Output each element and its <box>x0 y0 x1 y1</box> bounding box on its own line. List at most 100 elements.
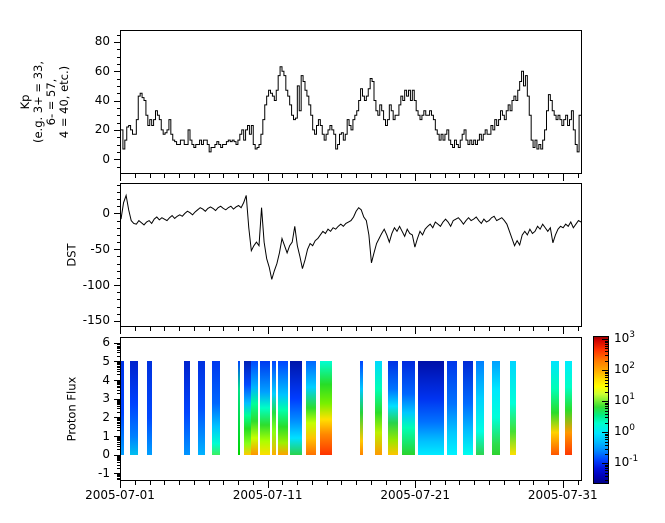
y-tick-label: 0 <box>102 447 110 462</box>
y-minor-tick <box>117 79 120 80</box>
y-minor-tick <box>117 418 120 419</box>
proton-flux-stripe <box>290 361 303 455</box>
x-minor-tick <box>578 174 579 178</box>
x-minor-tick <box>223 174 224 178</box>
x-major-tick <box>415 174 416 181</box>
y-tick-label: 0 <box>102 205 110 220</box>
x-minor-tick <box>356 481 357 485</box>
y-minor-tick <box>117 449 120 450</box>
y-minor-tick <box>117 412 120 413</box>
y-minor-tick <box>117 64 120 65</box>
x-minor-tick <box>578 327 579 331</box>
x-minor-tick <box>533 174 534 178</box>
y-minor-tick <box>117 419 120 420</box>
colorbar-tick-label: 101 <box>614 392 636 408</box>
kp-panel <box>120 30 582 174</box>
y-major-tick <box>114 343 120 344</box>
colorbar-minor-tick <box>605 355 609 356</box>
proton-flux-stripe <box>374 361 382 455</box>
x-minor-tick <box>519 174 520 178</box>
colorbar-minor-tick <box>605 372 609 373</box>
y-minor-tick <box>117 199 120 200</box>
x-minor-tick <box>327 481 328 485</box>
x-minor-tick <box>430 174 431 178</box>
colorbar-minor-tick <box>605 442 609 443</box>
y-minor-tick <box>117 348 120 349</box>
y-minor-tick <box>117 167 120 168</box>
proton-flux-stripe <box>462 361 473 455</box>
colorbar-tick-label: 10-1 <box>614 454 639 470</box>
colorbar-minor-tick <box>605 454 609 455</box>
y-minor-tick <box>117 393 120 394</box>
x-minor-tick <box>459 327 460 331</box>
x-minor-tick <box>504 174 505 178</box>
x-minor-tick <box>282 481 283 485</box>
x-minor-tick <box>371 481 372 485</box>
y-minor-tick <box>117 271 120 272</box>
y-tick-label: 6 <box>102 335 110 350</box>
y-minor-tick <box>117 278 120 279</box>
x-minor-tick <box>150 481 151 485</box>
y-minor-tick <box>117 479 120 480</box>
x-minor-tick <box>209 481 210 485</box>
colorbar-minor-tick <box>605 386 609 387</box>
x-major-tick <box>563 327 564 334</box>
colorbar-minor-tick <box>605 435 609 436</box>
y-minor-tick <box>117 475 120 476</box>
y-minor-tick <box>117 440 120 441</box>
x-minor-tick <box>135 174 136 178</box>
colorbar-major-tick <box>602 339 609 340</box>
colorbar-tick-label: 100 <box>614 423 636 439</box>
x-minor-tick <box>519 481 520 485</box>
x-minor-tick <box>194 481 195 485</box>
colorbar-minor-tick <box>605 344 609 345</box>
colorbar-minor-tick <box>605 377 609 378</box>
colorbar-minor-tick <box>605 439 609 440</box>
colorbar <box>593 336 609 484</box>
x-minor-tick <box>386 481 387 485</box>
y-minor-tick <box>117 347 120 348</box>
colorbar-minor-tick <box>605 373 609 374</box>
y-minor-tick <box>117 390 120 391</box>
x-minor-tick <box>400 481 401 485</box>
x-minor-tick <box>179 481 180 485</box>
y-minor-tick <box>117 185 120 186</box>
y-minor-tick <box>117 228 120 229</box>
proton-flux-stripe <box>306 361 317 455</box>
y-minor-tick <box>117 356 120 357</box>
x-minor-tick <box>341 481 342 485</box>
y-minor-tick <box>117 352 120 353</box>
x-minor-tick <box>400 174 401 178</box>
y-major-tick <box>114 361 120 362</box>
dst-panel <box>120 183 582 327</box>
x-minor-tick <box>209 174 210 178</box>
x-minor-tick <box>312 327 313 331</box>
y-major-tick <box>114 159 120 160</box>
proton-flux-panel <box>120 337 582 481</box>
y-minor-tick <box>117 307 120 308</box>
x-minor-tick <box>459 174 460 178</box>
proton-flux-stripe <box>272 361 277 455</box>
x-minor-tick <box>445 174 446 178</box>
x-minor-tick <box>341 174 342 178</box>
colorbar-major-tick <box>602 432 609 433</box>
x-minor-tick <box>489 174 490 178</box>
x-minor-tick <box>356 327 357 331</box>
x-minor-tick <box>253 327 254 331</box>
proton-flux-stripe <box>510 361 517 455</box>
y-minor-tick <box>117 442 120 443</box>
y-minor-tick <box>117 476 120 477</box>
colorbar-minor-tick <box>605 437 609 438</box>
x-major-tick <box>268 481 269 488</box>
y-minor-tick <box>117 292 120 293</box>
y-minor-tick <box>117 420 120 421</box>
colorbar-minor-tick <box>605 346 609 347</box>
x-minor-tick <box>312 481 313 485</box>
colorbar-major-tick <box>602 401 609 402</box>
y-minor-tick <box>117 474 120 475</box>
proton-flux-stripe <box>238 361 240 455</box>
x-major-tick <box>563 174 564 181</box>
y-minor-tick <box>117 235 120 236</box>
kp-axis-label: Kp (e.g. 3+ = 33, 6- = 57, 4 = 40, etc.) <box>18 61 71 143</box>
